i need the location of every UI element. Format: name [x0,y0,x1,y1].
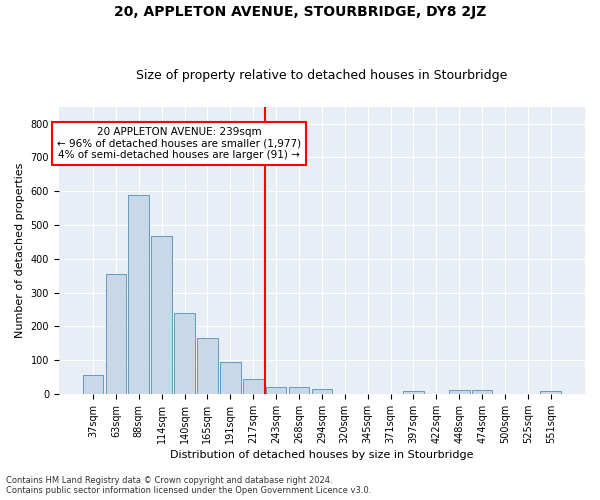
Y-axis label: Number of detached properties: Number of detached properties [15,162,25,338]
Text: 20 APPLETON AVENUE: 239sqm
← 96% of detached houses are smaller (1,977)
4% of se: 20 APPLETON AVENUE: 239sqm ← 96% of deta… [57,127,301,160]
Text: 20, APPLETON AVENUE, STOURBRIDGE, DY8 2JZ: 20, APPLETON AVENUE, STOURBRIDGE, DY8 2J… [114,5,486,19]
Bar [449,390,470,394]
Bar [151,236,172,394]
Bar [106,274,126,394]
Bar [174,314,195,394]
Bar [541,391,561,394]
Bar [403,391,424,394]
Bar [266,387,286,394]
Bar [197,338,218,394]
Text: Contains HM Land Registry data © Crown copyright and database right 2024.
Contai: Contains HM Land Registry data © Crown c… [6,476,371,495]
Bar [220,362,241,394]
Bar [83,376,103,394]
Bar [128,194,149,394]
X-axis label: Distribution of detached houses by size in Stourbridge: Distribution of detached houses by size … [170,450,473,460]
Bar [289,387,309,394]
Title: Size of property relative to detached houses in Stourbridge: Size of property relative to detached ho… [136,69,508,82]
Bar [243,378,263,394]
Bar [472,390,493,394]
Bar [311,389,332,394]
